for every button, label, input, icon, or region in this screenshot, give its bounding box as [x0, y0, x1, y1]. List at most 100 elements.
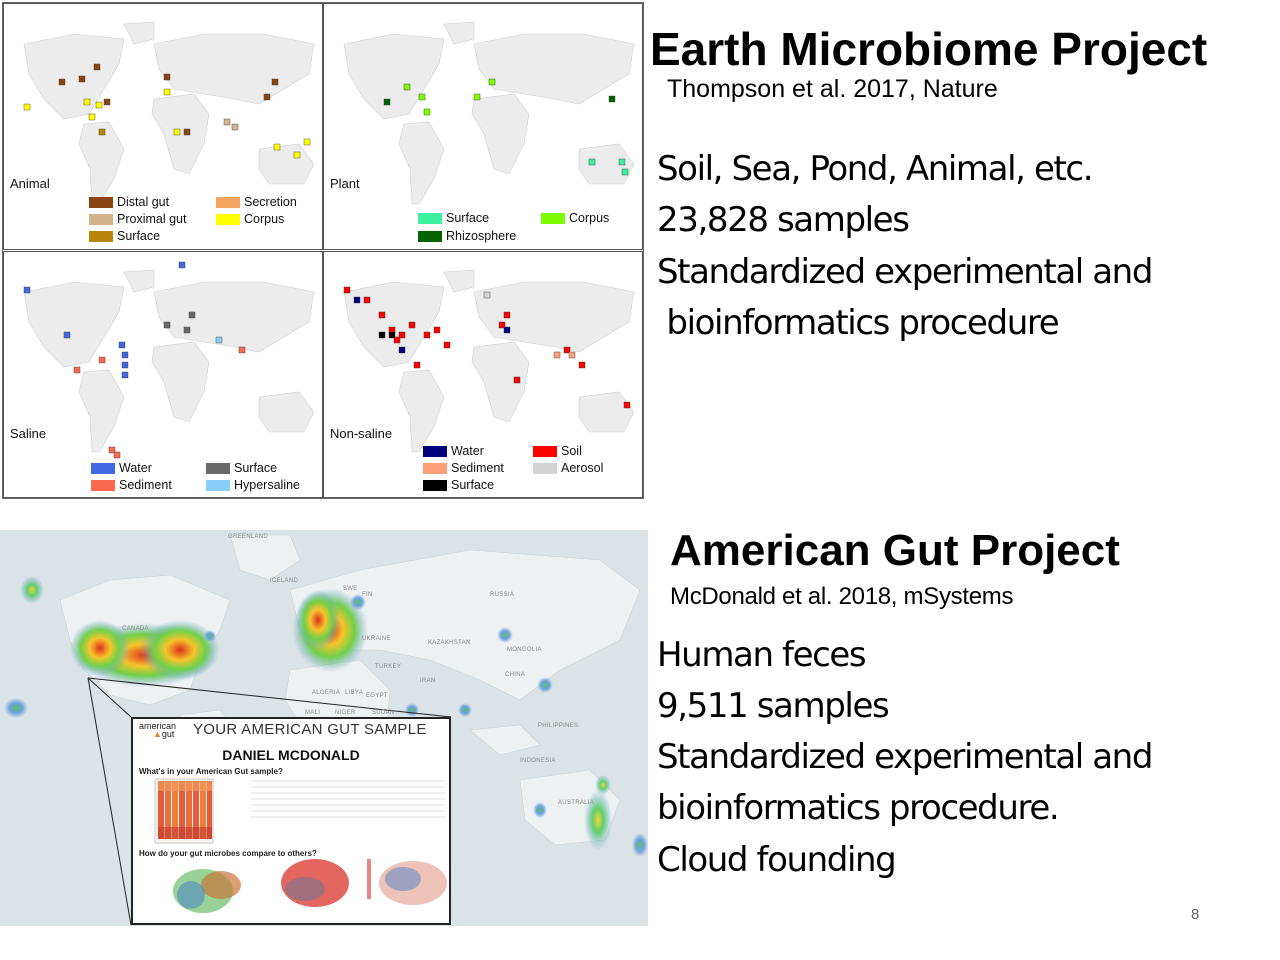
continent-shape — [78, 369, 125, 453]
legend-item: Surface — [418, 211, 489, 225]
continent-shape — [123, 269, 155, 293]
sample-marker — [293, 151, 301, 159]
continent-shape — [153, 281, 315, 353]
continent-shape — [443, 21, 475, 45]
panel-name-non-saline: Non-saline — [330, 426, 393, 441]
sample-marker — [173, 128, 181, 136]
panel-saline: Saline Water Surface Sediment Hypersalin… — [3, 251, 323, 498]
sample-marker — [588, 158, 596, 166]
map-label: PHILIPPINES — [538, 723, 579, 729]
continent-shape — [258, 143, 315, 185]
agp-line: bioinformatics procedure. — [657, 788, 1060, 828]
map-label: LIBYA — [345, 690, 364, 696]
page-number: 8 — [1191, 906, 1200, 923]
logo-text-top: american — [139, 721, 177, 731]
sample-marker — [353, 296, 361, 304]
map-label: MALI — [305, 710, 321, 716]
agp-line: Human feces — [657, 635, 867, 675]
sample-marker — [513, 376, 521, 384]
legend-swatch — [418, 230, 442, 242]
legend-item: Secretion — [216, 195, 297, 209]
panel-non-saline: Non-saline Water Soil Sediment Aerosol S… — [323, 251, 643, 498]
sample-marker — [393, 336, 401, 344]
legend-swatch — [91, 479, 115, 491]
legend-item: Surface — [89, 229, 160, 243]
continent-shape — [578, 391, 635, 433]
map-label: AUSTRALIA — [558, 800, 595, 806]
sample-marker — [163, 321, 171, 329]
sample-marker — [423, 331, 431, 339]
logo-text-bottom: ▲gut — [153, 729, 175, 739]
map-label: CANADA — [122, 626, 149, 632]
legend-item: Water — [423, 444, 484, 458]
sample-marker — [398, 331, 406, 339]
sample-marker — [78, 75, 86, 83]
card-participant-name: DANIEL MCDONALD — [222, 747, 360, 763]
map-label: CHINA — [505, 672, 526, 678]
sample-marker — [83, 98, 91, 106]
sample-marker — [121, 351, 129, 359]
continent-shape — [23, 33, 125, 120]
map-label: IRAN — [420, 678, 436, 684]
sample-marker — [183, 128, 191, 136]
emp-title: Earth Microbiome Project — [650, 23, 1208, 75]
map-label: GREENLAND — [228, 534, 269, 540]
map-label: NIGER — [335, 710, 356, 716]
sample-marker — [103, 98, 111, 106]
legend-swatch — [423, 479, 447, 491]
sample-marker — [118, 341, 126, 349]
panel-name-saline: Saline — [10, 426, 47, 441]
sample-marker — [178, 261, 186, 269]
sample-marker — [578, 361, 586, 369]
sample-marker — [188, 311, 196, 319]
continent-shape — [471, 93, 530, 175]
continent-shape — [343, 281, 445, 368]
card-header: YOUR AMERICAN GUT SAMPLE — [193, 721, 427, 738]
sample-marker — [383, 98, 391, 106]
sample-marker — [303, 138, 311, 146]
panel-animal: Animal Distal gut Secretion Proximal gut… — [3, 3, 323, 250]
sample-marker — [215, 336, 223, 344]
american-gut-report-card: american ▲gut YOUR AMERICAN GUT SAMPLE D… — [131, 717, 451, 925]
legend-swatch — [206, 479, 230, 491]
sample-marker — [23, 103, 31, 111]
sample-marker — [273, 143, 281, 151]
emp-line: bioinformatics procedure — [657, 303, 1059, 343]
sample-marker — [503, 326, 511, 334]
legend-swatch — [423, 462, 447, 474]
sample-marker — [95, 101, 103, 109]
sample-marker — [403, 83, 411, 91]
heatmap-world-map — [4, 534, 648, 926]
sample-marker — [443, 341, 451, 349]
sample-marker — [378, 331, 386, 339]
continent-shape — [23, 281, 125, 368]
sample-marker — [418, 93, 426, 101]
sample-marker — [473, 93, 481, 101]
legend-item: Rhizosphere — [418, 229, 516, 243]
emp-citation: Thompson et al. 2017, Nature — [667, 75, 998, 103]
agp-citation: McDonald et al. 2018, mSystems — [670, 583, 1014, 610]
sample-marker — [563, 346, 571, 354]
continent-shape — [398, 369, 445, 453]
legend-item: Corpus — [216, 212, 284, 226]
legend-item: Distal gut — [89, 195, 169, 209]
card-graphics — [154, 778, 447, 913]
card-question-2: How do your gut microbes compare to othe… — [139, 849, 317, 858]
legend-swatch — [216, 213, 240, 225]
legend-item: Proximal gut — [89, 212, 186, 226]
agp-line: 9,511 samples — [657, 686, 890, 726]
agp-heatmap-figure: GREENLAND ICELAND CANADA RUSSIA KAZAKHST… — [0, 530, 648, 926]
sample-marker — [488, 78, 496, 86]
legend-item: Surface — [423, 478, 494, 492]
legend-swatch — [89, 196, 113, 208]
emp-line: Soil, Sea, Pond, Animal, etc. — [657, 149, 1094, 189]
sample-marker — [98, 128, 106, 136]
legend-item: Soil — [533, 444, 582, 458]
panel-name-plant: Plant — [330, 176, 360, 191]
sample-marker — [88, 113, 96, 121]
legend-item: Corpus — [541, 211, 609, 225]
agp-line: Standardized experimental and — [657, 737, 1153, 777]
legend-item: Sediment — [423, 461, 504, 475]
sample-marker — [183, 326, 191, 334]
pcoa-clouds — [173, 859, 447, 913]
